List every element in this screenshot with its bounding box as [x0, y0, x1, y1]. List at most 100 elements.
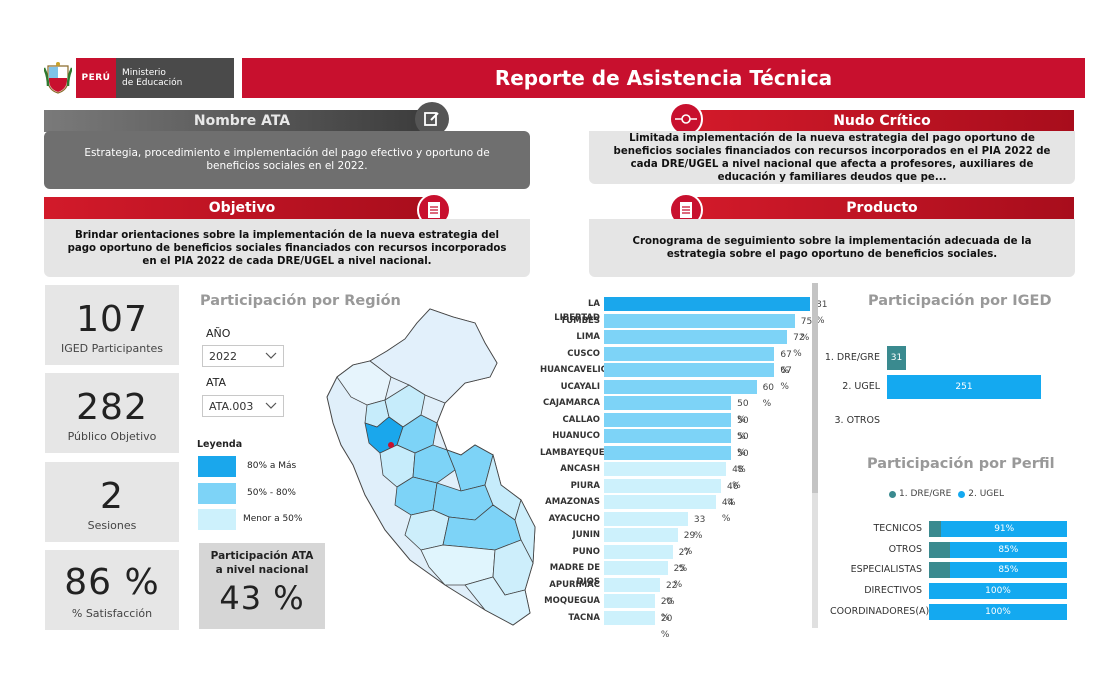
- producto-text: Cronograma de seguimiento sobre la imple…: [589, 219, 1075, 277]
- kpi-label: % Satisfacción: [71, 607, 153, 620]
- perfil-bar-row[interactable]: DIRECTIVOS 100%: [830, 583, 1070, 600]
- region-bar-label: AMAZONAS: [545, 497, 600, 507]
- nombre-ata-title: Nombre ATA: [193, 113, 291, 129]
- year-filter-label: AÑO: [206, 327, 231, 340]
- region-bar[interactable]: [604, 346, 775, 361]
- region-bar[interactable]: [604, 478, 721, 493]
- national-value: 43 %: [219, 579, 305, 617]
- region-bar-value: 60 %: [762, 382, 775, 409]
- region-bar[interactable]: [604, 396, 732, 410]
- region-bar[interactable]: [604, 577, 660, 592]
- region-bar-label: CUSCO: [567, 348, 600, 359]
- region-bar[interactable]: [604, 297, 810, 311]
- peru-coat-of-arms-icon: [44, 62, 72, 94]
- region-bar[interactable]: [604, 313, 795, 328]
- legend-label-ugel: 2. UGEL: [968, 489, 1004, 499]
- iged-bar[interactable]: 31: [887, 346, 907, 370]
- region-bar-label: JUNIN: [572, 530, 600, 540]
- region-bar-label: LA LIBERTAD: [554, 299, 600, 323]
- region-bar-value: 25 %: [673, 564, 686, 590]
- region-bar-value: 33 %: [693, 514, 706, 541]
- peru-region-map[interactable]: [325, 305, 540, 630]
- region-bar[interactable]: [604, 544, 673, 559]
- national-participation-card: Participación ATA a nivel nacional 43 %: [199, 543, 325, 629]
- region-bar-label: HUANCAVELICA: [540, 365, 614, 375]
- region-bar[interactable]: [604, 429, 732, 443]
- legend-dot-ugel: [958, 490, 966, 498]
- perfil-stacked-bar[interactable]: 85%: [929, 562, 1067, 579]
- signal-icon: [669, 102, 703, 136]
- nombre-ata-text: Estrategia, procedimiento e implementaci…: [44, 131, 530, 189]
- region-bar-label: UCAYALI: [560, 381, 600, 392]
- minedu-logo: PERÚ Ministerio de Educación: [44, 58, 234, 98]
- region-bar[interactable]: [604, 412, 732, 427]
- kpi-sesiones-card: 2 Sesiones: [45, 462, 179, 542]
- perfil-bar-label: ESPECIALISTAS: [850, 564, 922, 576]
- perfil-stacked-bar[interactable]: 91%: [929, 521, 1067, 537]
- perfil-stacked-bar[interactable]: 100%: [929, 583, 1067, 600]
- perfil-stacked-bar[interactable]: 85%: [929, 541, 1067, 558]
- iged-panel-title: Participación por IGED: [868, 293, 1052, 309]
- region-bar-label: APURIMAC: [549, 579, 600, 590]
- region-bar-value: 67 %: [780, 349, 792, 376]
- region-bar[interactable]: [604, 445, 732, 460]
- year-dropdown[interactable]: 2022: [202, 345, 284, 367]
- producto-title: Producto: [846, 200, 918, 216]
- region-bar-label: LIMA: [576, 332, 600, 342]
- perfil-bar-row[interactable]: COORDINADORES(A) 100%: [830, 603, 1070, 620]
- region-bar-label: CALLAO: [562, 414, 600, 425]
- perfil-segment-dre: [929, 521, 942, 537]
- kpi-value: 86 %: [64, 562, 160, 603]
- legend-swatch-mid: [198, 483, 236, 504]
- region-bar[interactable]: [604, 594, 655, 608]
- region-bar[interactable]: [604, 462, 727, 476]
- region-bar-value: 48 %: [732, 465, 744, 491]
- kpi-label: Público Objetivo: [67, 430, 157, 443]
- perfil-bar-row[interactable]: ESPECIALISTAS 85%: [830, 562, 1070, 579]
- region-bar[interactable]: [604, 363, 775, 377]
- national-label-line1: Participación ATA: [210, 550, 314, 562]
- region-bar-value: 20 %: [660, 597, 673, 623]
- iged-bar[interactable]: 251: [887, 375, 1041, 399]
- iged-bar-label: 1. DRE/GRE: [824, 352, 880, 363]
- ata-dropdown[interactable]: ATA.003: [202, 395, 284, 417]
- logo-ministry-line1: Ministerio: [122, 68, 166, 78]
- kpi-iged-card: 107 IGED Participantes: [45, 285, 179, 365]
- region-bar-value: 50 %: [737, 432, 749, 458]
- perfil-bar-row[interactable]: OTROS 85%: [830, 541, 1070, 558]
- region-panel-title: Participación por Región: [200, 293, 401, 309]
- region-bar[interactable]: [604, 610, 655, 625]
- perfil-bar-row[interactable]: TECNICOS 91%: [830, 521, 1070, 537]
- region-bar-label: MOQUEGUA: [544, 596, 600, 606]
- objetivo-header: Objetivo: [44, 197, 440, 219]
- perfil-bar-label: TECNICOS: [873, 523, 923, 534]
- region-bar-label: HUANUCO: [552, 431, 600, 441]
- region-bar-label: PUNO: [572, 546, 600, 557]
- perfil-stacked-bar[interactable]: 100%: [929, 603, 1067, 620]
- region-bar[interactable]: [604, 511, 688, 526]
- kpi-satisfaccion-card: 86 % % Satisfacción: [45, 550, 179, 630]
- legend-swatch-high: [198, 456, 236, 477]
- perfil-segment-dre: [929, 541, 950, 558]
- region-bar[interactable]: [604, 528, 678, 542]
- perfil-segment-ugel: 100%: [929, 583, 1067, 600]
- page-title: Reporte de Asistencia Técnica: [242, 58, 1085, 98]
- perfil-panel-title: Participación por Perfil: [867, 456, 1055, 472]
- legend-label-high: 80% a Más: [247, 461, 297, 471]
- region-bar[interactable]: [604, 495, 716, 509]
- kpi-value: 2: [100, 476, 124, 517]
- region-bar[interactable]: [604, 561, 668, 575]
- region-bar-value: 67 %: [780, 366, 792, 392]
- legend-title: Leyenda: [197, 439, 243, 450]
- chevron-down-icon: [265, 350, 277, 363]
- ata-filter-label: ATA: [206, 376, 227, 389]
- legend-swatch-low: [198, 509, 236, 530]
- logo-peru-label: PERÚ: [76, 58, 116, 98]
- region-bar[interactable]: [604, 330, 788, 344]
- objetivo-text: Brindar orientaciones sobre la implement…: [44, 219, 530, 277]
- region-bar-value: 27 %: [678, 547, 691, 574]
- vertical-scrollbar-thumb[interactable]: [812, 283, 818, 493]
- region-bar[interactable]: [604, 379, 757, 394]
- iged-bar-label: 2. UGEL: [842, 381, 880, 392]
- objetivo-title: Objetivo: [208, 200, 276, 216]
